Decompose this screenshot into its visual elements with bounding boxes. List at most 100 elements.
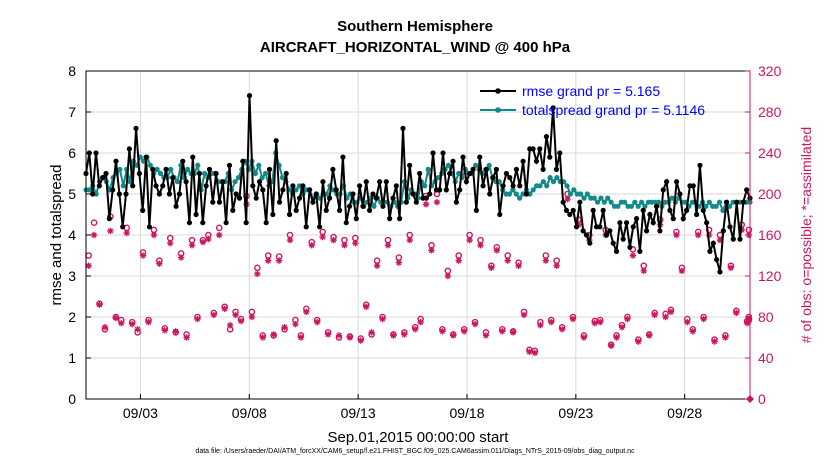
axes-layer: 09/03 09/08 09/13 09/18 09/23 09/280123456780… [48,63,814,446]
assimilated-obs-marker [330,236,337,244]
rmse-point [427,191,433,197]
rmse-point [170,175,176,181]
assimilated-obs-marker [460,328,468,335]
rmse-point [660,187,666,193]
rmse-point [266,166,273,172]
rmse-point [93,150,99,156]
totalspread-point [540,179,546,185]
y-left-tick-label: 8 [68,63,76,79]
possible-obs-marker [254,264,261,272]
assimilated-obs-marker [401,331,408,338]
rmse-point [547,154,553,160]
y-right-tick-label: 200 [758,186,782,202]
totalspread-point [517,195,523,201]
legend-rmse-marker [495,88,501,94]
assimilated-obs-marker [678,267,686,275]
rmse-point [443,187,449,193]
rmse-point [567,211,573,218]
chart-title-line-1: Southern Hemisphere [337,18,493,35]
rmse-point [643,228,650,234]
totalspread-point [622,199,628,205]
y-right-axis-label: # of obs: o=possible; *=assimilated [798,127,814,343]
rmse-point [530,146,536,152]
rmse-point [116,191,122,197]
totalspread-point [567,191,574,197]
rmse-point [290,183,296,189]
assimilated-obs-marker [123,229,130,237]
rmse-point [377,179,383,185]
assimilated-obs-marker [177,254,185,261]
assimilated-obs-marker [346,334,354,341]
rmse-point [543,134,550,140]
totalspread-point [706,199,712,205]
assimilated-obs-marker [651,311,658,319]
totalspread-point [530,187,536,193]
legend-spread-marker [495,107,501,113]
rmse-point [473,207,479,213]
rmse-point [160,183,166,189]
assimilated-obs-marker [237,317,245,325]
assimilated-obs-marker [553,262,560,269]
rmse-point [600,207,606,213]
totalspread-point [117,166,123,172]
assimilated-obs-marker [286,236,294,244]
totalspread-point [445,162,452,168]
rmse-point [260,187,266,193]
assimilated-obs-marker [488,264,495,271]
totalspread-point [86,187,92,193]
totalspread-point [157,170,164,177]
y-right-tick-label: 160 [758,227,782,243]
assimilated-obs-marker [673,231,680,239]
assimilated-obs-marker [194,315,201,323]
possible-obs-marker [215,224,223,232]
possible-obs-marker [264,252,272,259]
rmse-point [340,154,346,160]
assimilated-obs-marker [324,331,332,338]
y-left-axis-label: rmse and totalspread [48,165,65,306]
rmse-point [150,166,156,172]
rmse-point [233,191,239,197]
assimilated-obs-marker [466,236,473,244]
rmse-point [397,216,403,222]
x-tick-label: 09/18 [449,405,484,421]
rmse-point [717,269,723,275]
assimilated-obs-marker [667,308,675,316]
assimilated-obs-marker [259,334,266,341]
rmse-point [700,207,706,213]
totalspread-point [293,187,299,193]
rmse-point [740,199,746,205]
rmse-point [173,203,179,209]
rmse-point [537,146,543,152]
rmse-point [256,179,263,185]
assimilated-obs-marker [150,231,158,239]
rmse-point [206,166,213,172]
totalspread-point [632,199,638,205]
y-left-tick-label: 2 [68,309,76,325]
totalspread-point [608,199,614,205]
assimilated-obs-marker [624,315,631,323]
rmse-point [110,187,116,193]
assimilated-obs-marker [662,313,669,321]
rmse-point [163,166,169,172]
totalspread-point [154,166,160,172]
rmse-point [663,179,670,185]
totalspread-point [550,179,557,185]
rmse-point [393,183,399,189]
y-left-tick-label: 5 [68,186,76,202]
rmse-point [180,158,186,164]
assimilated-obs-marker [531,349,539,357]
possible-obs-marker [90,219,98,226]
assimilated-obs-marker [745,317,753,325]
assimilated-obs-marker [607,342,615,349]
rmse-point [156,191,163,197]
rmse-point [213,170,219,177]
rmse-point [360,203,366,209]
rmse-point [513,166,520,172]
rmse-point [590,207,596,213]
y-right-tick-label: 120 [758,268,782,284]
assimilated-obs-marker [520,311,528,319]
assimilated-obs-marker [205,235,212,243]
rmse-point [677,191,683,197]
assimilated-obs-marker [134,326,141,333]
possible-obs-marker [553,257,560,264]
